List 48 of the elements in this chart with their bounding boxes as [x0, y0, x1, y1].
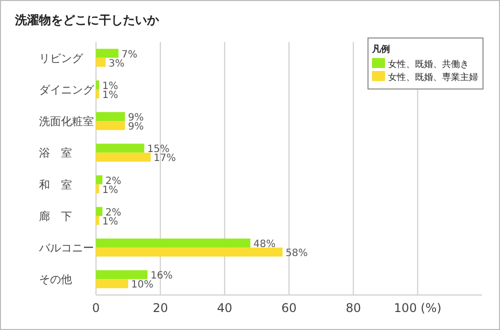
bar — [96, 248, 283, 257]
data-label: 1% — [102, 184, 118, 196]
bar — [96, 206, 102, 216]
y-tick-label: リビング — [39, 52, 84, 65]
data-label: 16% — [150, 270, 173, 282]
bar — [96, 175, 102, 184]
legend-title: 凡例 — [371, 44, 390, 55]
data-label: 7% — [122, 49, 138, 60]
y-tick-label: 廊 下 — [39, 210, 72, 223]
data-label: 58% — [286, 248, 308, 260]
y-tick-label: 洗面化粧室 — [39, 115, 94, 128]
bar — [96, 80, 100, 90]
data-label: 9% — [128, 122, 144, 133]
data-label: 17% — [154, 153, 176, 164]
x-tick-label: 80 — [346, 301, 361, 315]
bar — [96, 48, 119, 58]
bar — [96, 121, 125, 130]
chart-title: 洗濯物をどこに干したいか — [14, 13, 160, 27]
data-label: 2% — [105, 207, 122, 218]
data-label: 1% — [102, 90, 118, 101]
x-tick-label: 20 — [152, 301, 168, 315]
bar — [96, 112, 125, 122]
y-tick-label: 浴 室 — [39, 146, 72, 160]
bar — [96, 238, 250, 248]
data-label: 1% — [102, 216, 118, 228]
bar — [96, 279, 128, 288]
data-label: 1% — [102, 80, 118, 92]
data-label: 48% — [253, 239, 276, 250]
x-tick-label: 0 — [92, 301, 100, 315]
x-tick-label: 100 (%) — [394, 301, 442, 315]
x-tick-label: 40 — [217, 301, 232, 315]
bar — [96, 58, 106, 67]
data-label: 2% — [105, 176, 122, 187]
legend-label: 女性、既婚、共働き — [388, 59, 469, 70]
bar — [96, 216, 100, 225]
bar — [96, 152, 151, 162]
y-tick-label: その他 — [39, 273, 72, 286]
y-tick-label: バルコニー — [38, 242, 94, 255]
bar — [96, 89, 100, 98]
y-tick-label: ダイニング — [39, 83, 95, 96]
bar — [96, 270, 148, 280]
legend-label: 女性、既婚、専業主婦 — [388, 72, 478, 83]
data-label: 10% — [131, 280, 154, 291]
y-tick-label: 和 室 — [39, 178, 72, 192]
x-tick-label: 60 — [281, 301, 297, 315]
data-label: 3% — [108, 58, 125, 70]
bar — [96, 184, 100, 194]
bar — [96, 144, 144, 153]
